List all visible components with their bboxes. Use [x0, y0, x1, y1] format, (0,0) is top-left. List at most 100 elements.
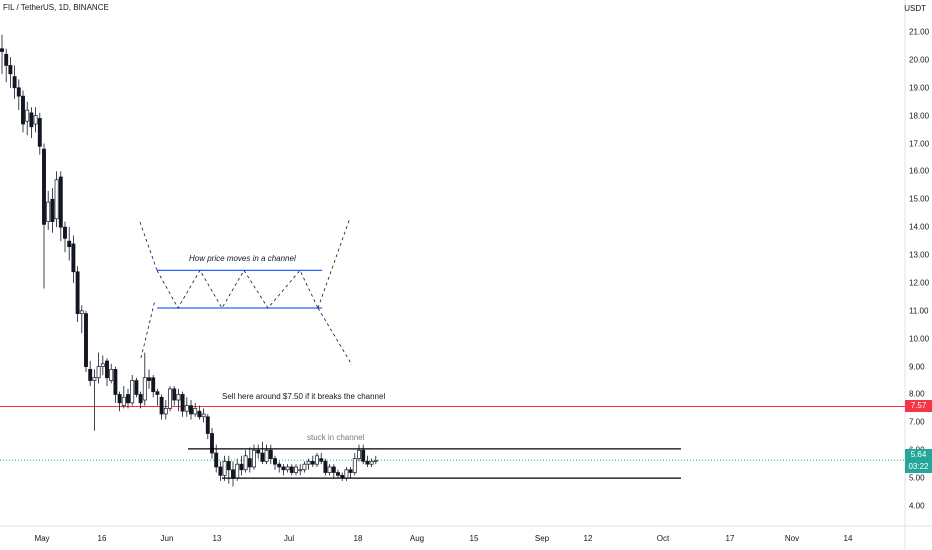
candle-up — [285, 466, 290, 471]
candle-down — [159, 396, 164, 415]
y-tick-label: 11.00 — [909, 306, 929, 316]
candle-down — [126, 394, 130, 404]
y-tick-label: 12.00 — [909, 278, 930, 288]
candle-down — [117, 394, 122, 404]
candle-down — [180, 394, 185, 412]
candle-down — [336, 472, 340, 476]
candle-up — [163, 408, 168, 415]
breakdown-dashed — [317, 307, 353, 366]
candle-up — [298, 469, 303, 472]
candle-up — [121, 396, 126, 406]
candle-down — [268, 449, 273, 459]
candle-down — [214, 452, 219, 468]
candle-up — [243, 455, 248, 471]
candle-down — [113, 369, 118, 395]
y-tick-label: 15.00 — [909, 194, 930, 204]
candle-down — [205, 416, 210, 434]
candle-down — [331, 466, 336, 473]
candle-down — [273, 458, 277, 465]
candle-up — [201, 413, 206, 418]
x-tick-label: 13 — [212, 534, 222, 543]
candle-up — [344, 469, 349, 479]
y-tick-label: 14.00 — [909, 222, 930, 232]
candle-down — [277, 463, 282, 468]
candle-down — [172, 388, 177, 401]
candle-down — [67, 240, 72, 248]
candle-up — [352, 458, 357, 473]
candle-down — [218, 466, 223, 476]
candle-down — [50, 198, 55, 222]
symbol-title[interactable]: FIL / TetherUS, 1D, BINANCE — [3, 3, 109, 12]
candle-down — [147, 377, 151, 381]
candle-up — [33, 115, 38, 125]
x-tick-label: 14 — [843, 534, 853, 543]
candle-up — [373, 459, 378, 462]
alert-price-tag: 7.57 — [905, 400, 932, 413]
candle-down — [37, 118, 42, 147]
candle-up — [79, 310, 84, 314]
candle-up — [46, 201, 51, 222]
candle-down — [348, 469, 353, 473]
candle-down — [134, 380, 139, 395]
y-tick-label: 7.00 — [909, 417, 925, 427]
candle-down — [260, 452, 265, 462]
candle-down — [323, 461, 328, 473]
currency-label: USDT — [904, 4, 926, 13]
candle-down — [319, 458, 324, 462]
x-tick-label: 16 — [97, 534, 107, 543]
candle-up — [193, 408, 198, 415]
candle-up — [327, 466, 332, 473]
last-price-tag: 5.64 — [905, 449, 932, 462]
candle-down — [310, 461, 315, 465]
y-tick-label: 21.00 — [909, 27, 930, 37]
candle-down — [256, 449, 261, 454]
candle-down — [155, 391, 160, 395]
candle-down — [58, 176, 63, 228]
candle-up — [130, 380, 135, 404]
y-tick-label: 8.00 — [909, 389, 925, 399]
x-tick-label: Oct — [656, 534, 670, 543]
candle-down — [138, 394, 143, 404]
candle-down — [0, 48, 4, 52]
y-tick-label: 4.00 — [909, 501, 925, 511]
x-tick-label: 18 — [353, 534, 363, 543]
candle-up — [235, 463, 240, 479]
y-tick-label: 18.00 — [909, 111, 930, 121]
candle-down — [16, 87, 21, 97]
candle-up — [176, 394, 181, 401]
entry-dashed-bottom — [140, 299, 156, 359]
candle-up — [306, 461, 311, 465]
y-tick-label: 20.00 — [909, 55, 930, 65]
candle-up — [302, 463, 307, 471]
y-tick-label: 5.00 — [909, 473, 925, 483]
countdown-tag: 03:22 — [905, 461, 932, 474]
x-tick-label: May — [34, 534, 50, 543]
y-tick-label: 13.00 — [909, 250, 930, 260]
x-tick-label: 17 — [725, 534, 735, 543]
entry-dashed-top — [139, 221, 158, 271]
candle-up — [357, 449, 361, 459]
x-tick-label: Sep — [534, 534, 550, 543]
candle-down — [88, 369, 93, 381]
candle-up — [222, 461, 227, 476]
candle-down — [84, 313, 88, 367]
candle-up — [369, 461, 374, 465]
candle-down — [365, 461, 370, 465]
x-tick-label: Nov — [784, 534, 800, 543]
candle-up — [109, 369, 114, 381]
x-tick-label: Jul — [283, 534, 295, 543]
x-tick-label: 12 — [583, 534, 593, 543]
candle-down — [239, 463, 244, 471]
candle-down — [75, 271, 80, 314]
stuck-label-annotation: stuck in channel — [307, 433, 365, 442]
x-tick-label: 15 — [469, 534, 479, 543]
candle-up — [142, 377, 147, 401]
breakout-up-dashed — [317, 217, 351, 309]
candle-down — [21, 95, 25, 125]
sell-note-annotation: Sell here around $7.50 if it breaks the … — [222, 392, 385, 401]
candle-down — [361, 449, 366, 462]
candle-up — [252, 449, 256, 468]
zigzag-path — [156, 269, 319, 309]
candle-down — [71, 243, 76, 273]
